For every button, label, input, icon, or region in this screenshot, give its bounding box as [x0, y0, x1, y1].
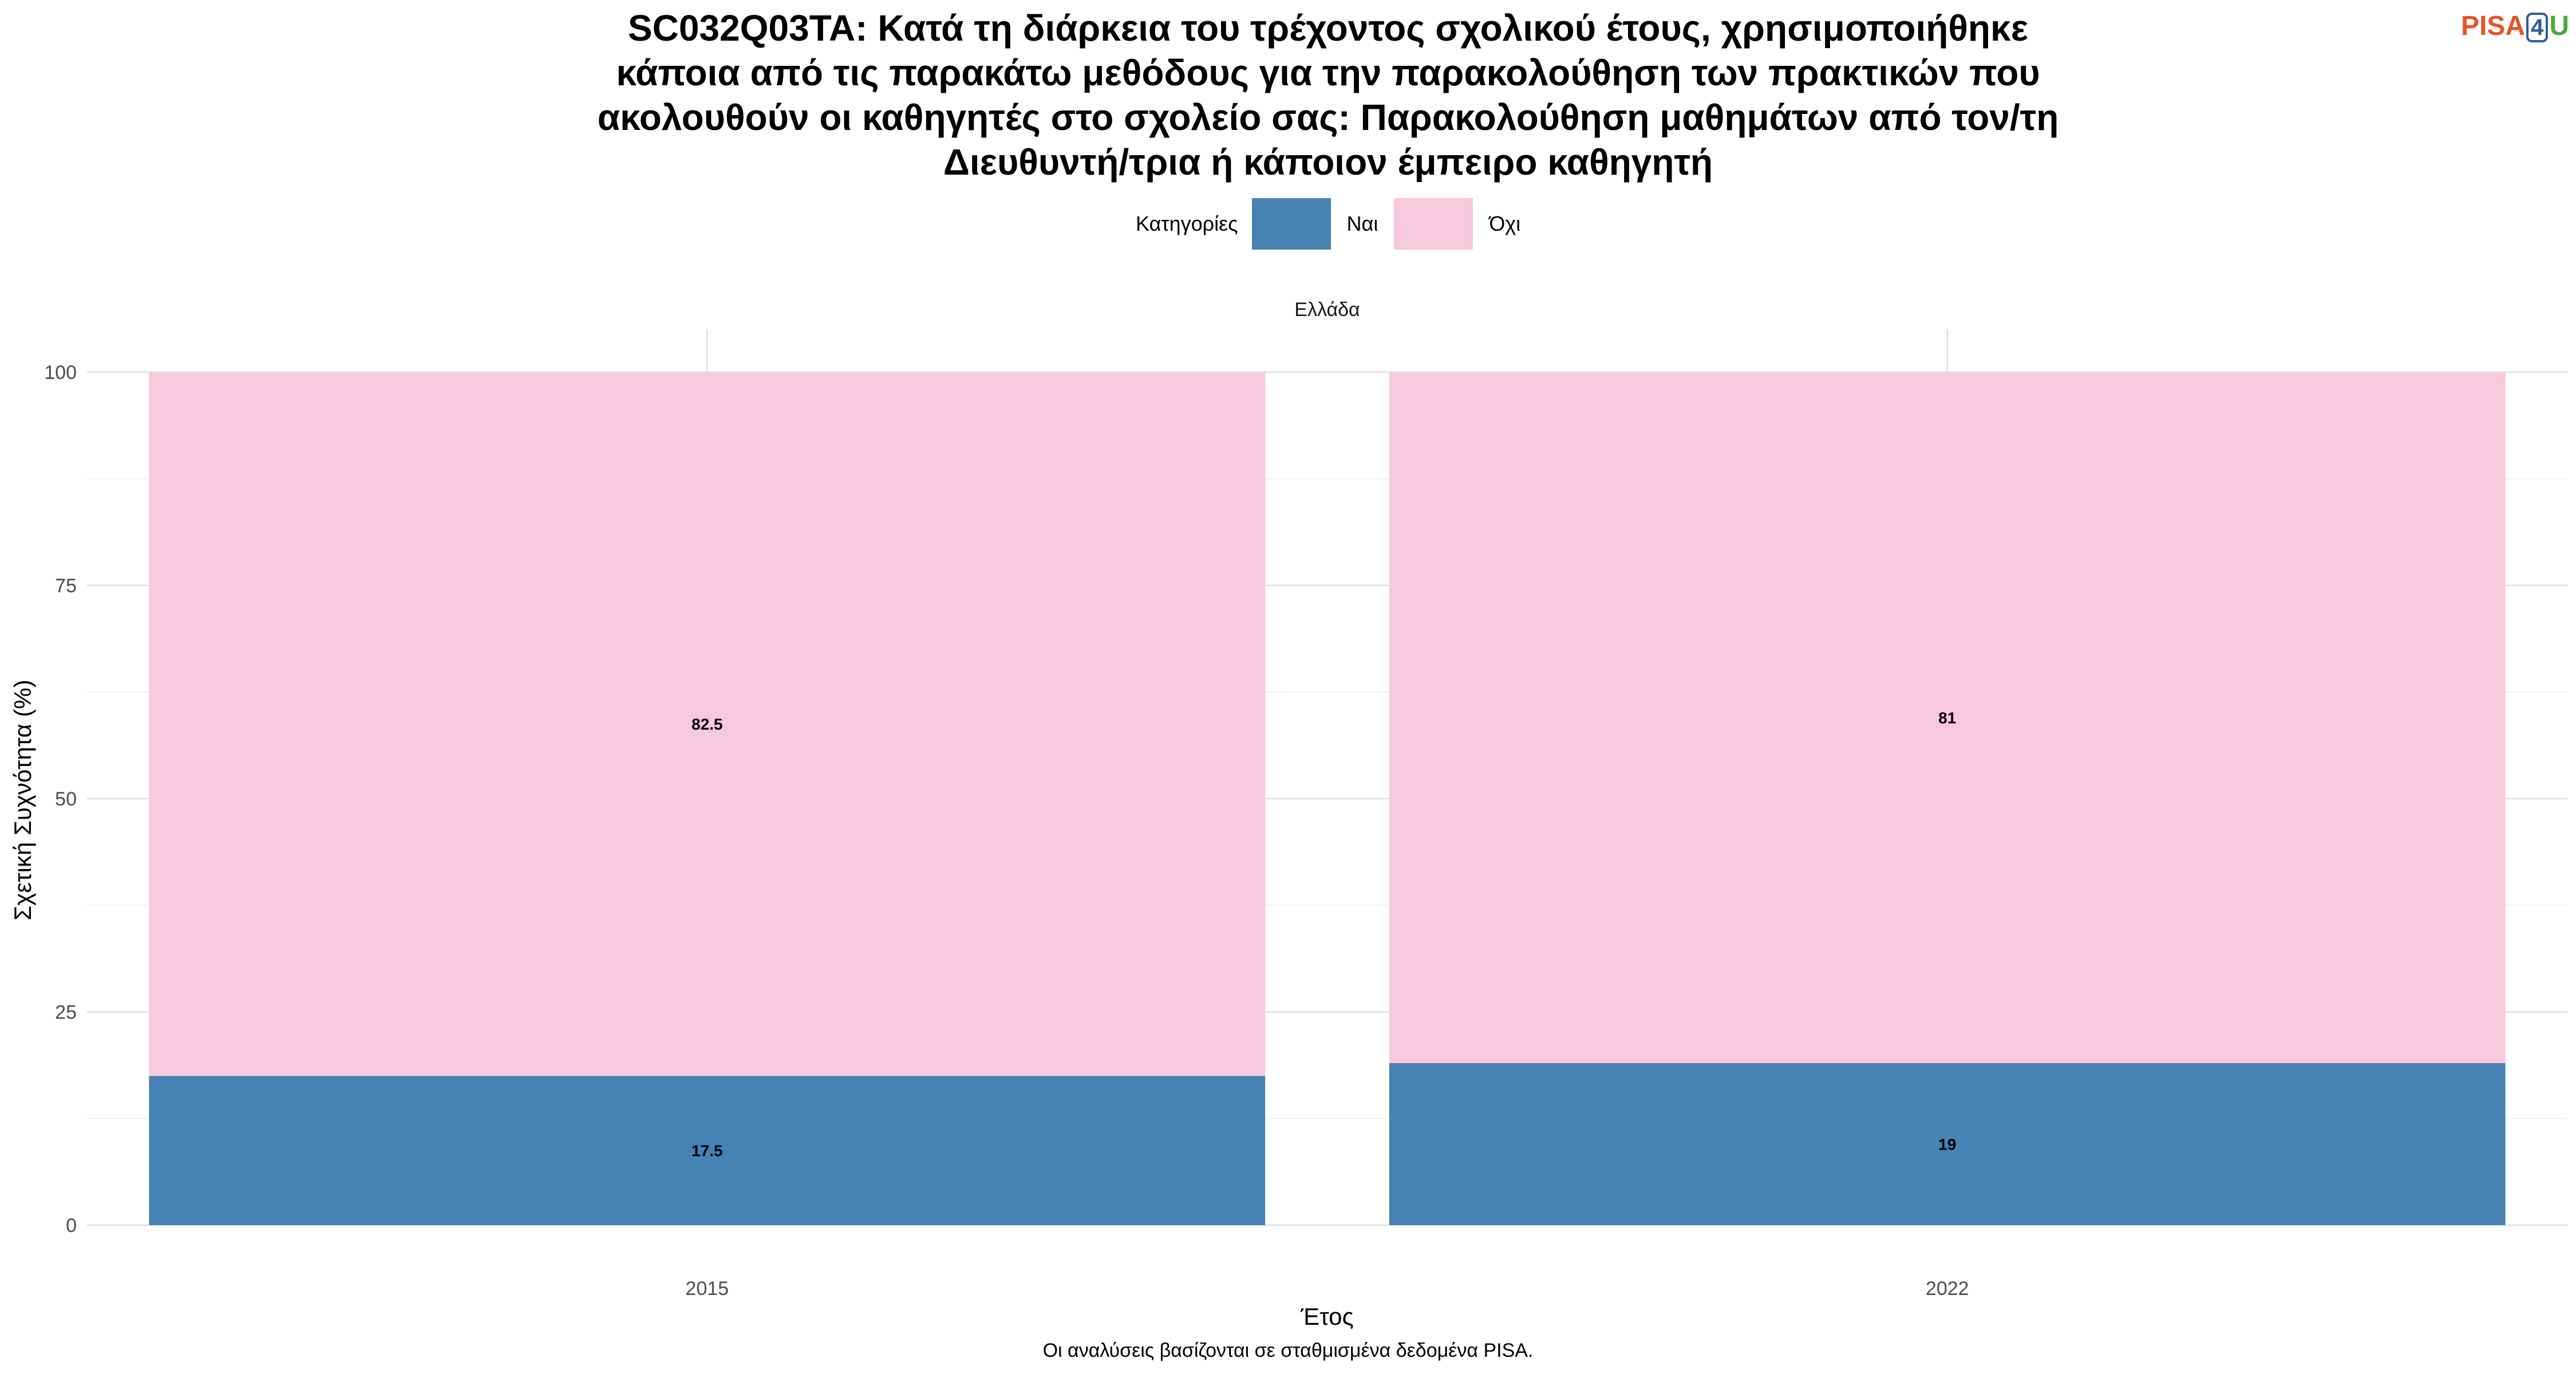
bar-segment [149, 372, 1266, 1076]
x-axis-title: Έτος [1300, 1303, 1354, 1330]
legend-label-ochi: Όχι [1489, 212, 1521, 235]
legend-label-nai: Ναι [1346, 212, 1378, 235]
y-tick-label: 25 [55, 1002, 77, 1024]
bar-segment [149, 1076, 1266, 1225]
logo-text-pisa: PISA [2461, 11, 2526, 41]
data-label: 19 [1938, 1135, 1956, 1153]
bar-segment [1389, 1063, 2506, 1225]
y-tick-label: 50 [55, 788, 77, 810]
y-tick-label: 75 [55, 575, 77, 597]
logo-text-u: U [2549, 11, 2569, 41]
logo-text-four: 4 [2526, 13, 2549, 42]
title-line: ακολουθούν οι καθηγητές στο σχολείο σας:… [597, 97, 2059, 138]
facet-label: Ελλάδα [1294, 299, 1360, 321]
legend-swatch-ochi [1394, 198, 1473, 250]
data-label: 82.5 [692, 716, 723, 733]
title-line: κάποια από τις παρακάτω μεθόδους για την… [616, 52, 2040, 93]
pisa4u-logo: PISA 4 U [2461, 10, 2569, 42]
y-axis-title: Σχετική Συχνότητα (%) [9, 680, 36, 921]
x-tick-label: 2022 [1926, 1278, 1969, 1300]
y-tick-label: 100 [44, 362, 77, 384]
title-line: SC032Q03TA: Κατά τη διάρκεια του τρέχοντ… [627, 7, 2029, 49]
legend: Κατηγορίες Ναι Όχι [1136, 198, 1536, 250]
legend-title: Κατηγορίες [1136, 212, 1238, 235]
bar-segment [1389, 372, 2506, 1063]
legend-swatch-nai [1251, 198, 1331, 250]
x-tick-label: 2015 [685, 1278, 729, 1300]
title-line: Διευθυντή/τρια ή κάποιον έμπειρο καθηγητ… [943, 141, 1713, 183]
y-tick-label: 0 [66, 1215, 77, 1237]
caption: Οι αναλύσεις βασίζονται σε σταθμισμένα δ… [1042, 1340, 1534, 1361]
chart-area: 17.5 82.5 19 81 0 25 50 75 100 2015 2022 Ελλάδα Έτος… [9, 299, 2567, 1330]
data-label: 81 [1938, 709, 1956, 727]
data-label: 17.5 [692, 1142, 723, 1160]
chart-title: SC032Q03TA: Κατά τη διάρκεια του τρέχοντ… [355, 6, 2301, 184]
